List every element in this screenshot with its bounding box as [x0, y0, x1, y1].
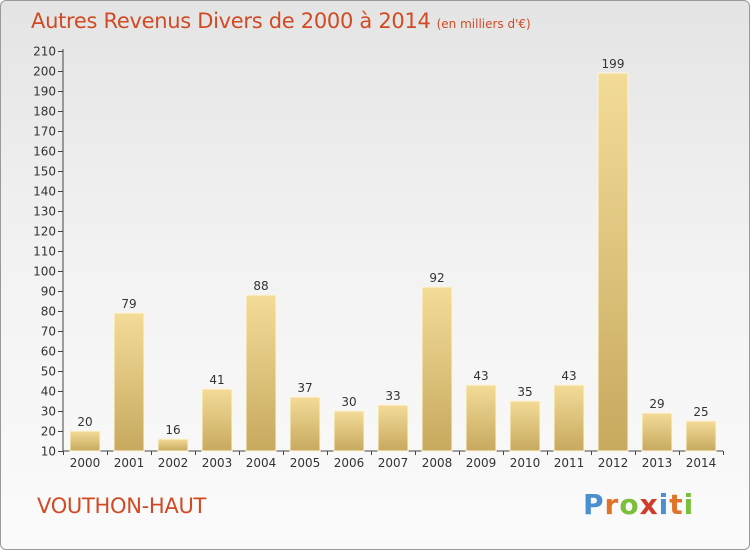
x-tick-label: 2002 — [158, 456, 189, 470]
data-label: 29 — [649, 397, 664, 411]
y-tick-label: 100 — [33, 265, 56, 279]
y-tick-label: 80 — [41, 305, 56, 319]
x-tick-label: 2008 — [422, 456, 453, 470]
logo-letter: r — [604, 488, 620, 521]
bar — [69, 430, 101, 452]
y-tick-label: 20 — [41, 425, 56, 439]
data-label: 92 — [429, 271, 444, 285]
y-tick-label: 90 — [41, 285, 56, 299]
bar — [333, 410, 365, 452]
logo-letter: t — [669, 488, 684, 521]
x-tick-label: 2007 — [378, 456, 409, 470]
y-tick-label: 170 — [33, 125, 56, 139]
logo-letter: P — [583, 488, 605, 521]
y-tick-label: 60 — [41, 345, 56, 359]
x-tick-label: 2013 — [642, 456, 673, 470]
x-tick-label: 2000 — [70, 456, 101, 470]
proxiti-logo: Proxiti — [583, 488, 694, 521]
bar — [597, 72, 629, 452]
x-tick-label: 2001 — [114, 456, 145, 470]
x-tick-label: 2012 — [598, 456, 629, 470]
y-tick-label: 180 — [33, 105, 56, 119]
bar — [421, 286, 453, 452]
chart-title-main: Autres Revenus Divers de 2000 à 2014 — [31, 9, 431, 33]
bar — [465, 384, 497, 452]
bar — [289, 396, 321, 452]
y-tick-label: 130 — [33, 205, 56, 219]
logo-letter: o — [619, 488, 640, 521]
logo-letter: i — [683, 488, 695, 521]
data-label: 35 — [517, 385, 532, 399]
bar — [113, 312, 145, 452]
y-tick-label: 150 — [33, 165, 56, 179]
data-label: 79 — [121, 297, 136, 311]
y-tick-label: 30 — [41, 405, 56, 419]
data-label: 30 — [341, 395, 356, 409]
bar — [509, 400, 541, 452]
bar — [245, 294, 277, 452]
data-label: 25 — [693, 405, 708, 419]
y-tick-label: 160 — [33, 145, 56, 159]
data-label: 33 — [385, 389, 400, 403]
bar — [641, 412, 673, 452]
x-tick-label: 2006 — [334, 456, 365, 470]
bar — [157, 438, 189, 452]
bar — [201, 388, 233, 452]
y-tick-label: 190 — [33, 85, 56, 99]
chart-title-unit: (en milliers d'€) — [436, 17, 531, 31]
data-label: 43 — [473, 369, 488, 383]
y-tick-label: 40 — [41, 385, 56, 399]
chart-title: Autres Revenus Divers de 2000 à 2014 (en … — [31, 9, 531, 33]
bar — [553, 384, 585, 452]
place-name: VOUTHON-HAUT — [37, 494, 207, 518]
data-label: 20 — [77, 415, 92, 429]
y-tick-label: 50 — [41, 365, 56, 379]
bar — [377, 404, 409, 452]
x-tick-label: 2009 — [466, 456, 497, 470]
data-label: 199 — [602, 57, 625, 71]
data-label: 43 — [561, 369, 576, 383]
y-tick-label: 120 — [33, 225, 56, 239]
data-label: 41 — [209, 373, 224, 387]
data-label: 88 — [253, 279, 268, 293]
data-label: 37 — [297, 381, 312, 395]
x-tick-label: 2005 — [290, 456, 321, 470]
y-tick-label: 70 — [41, 325, 56, 339]
y-tick-label: 10 — [41, 445, 56, 459]
x-tick-label: 2011 — [554, 456, 585, 470]
bar — [685, 420, 717, 452]
x-tick-label: 2003 — [202, 456, 233, 470]
y-tick-label: 210 — [33, 45, 56, 59]
data-label: 16 — [165, 423, 180, 437]
y-tick-label: 110 — [33, 245, 56, 259]
x-tick-label: 2014 — [686, 456, 717, 470]
x-tick-label: 2010 — [510, 456, 541, 470]
y-tick-label: 200 — [33, 65, 56, 79]
logo-letter: x — [639, 488, 659, 521]
y-tick-label: 140 — [33, 185, 56, 199]
logo-letter: i — [658, 488, 670, 521]
x-tick-label: 2004 — [246, 456, 277, 470]
